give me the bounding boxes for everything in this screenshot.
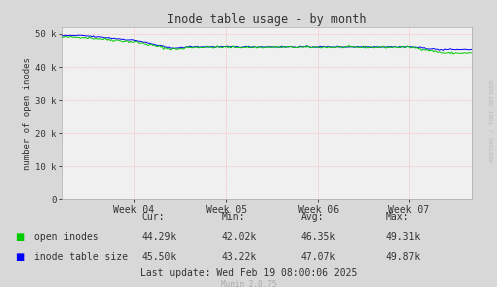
Text: ■: ■ <box>15 252 24 262</box>
Text: RRDTOOL / TOBI OETIKER: RRDTOOL / TOBI OETIKER <box>490 79 495 162</box>
Text: 49.31k: 49.31k <box>385 232 420 242</box>
Title: Inode table usage - by month: Inode table usage - by month <box>167 13 367 26</box>
Text: inode table size: inode table size <box>34 252 128 262</box>
Text: Min:: Min: <box>221 212 245 222</box>
Text: 49.87k: 49.87k <box>385 252 420 262</box>
Text: Last update: Wed Feb 19 08:00:06 2025: Last update: Wed Feb 19 08:00:06 2025 <box>140 268 357 278</box>
Text: Cur:: Cur: <box>142 212 165 222</box>
Text: 42.02k: 42.02k <box>221 232 256 242</box>
Text: 43.22k: 43.22k <box>221 252 256 262</box>
Text: 44.29k: 44.29k <box>142 232 177 242</box>
Text: open inodes: open inodes <box>34 232 98 242</box>
Text: 45.50k: 45.50k <box>142 252 177 262</box>
Text: 47.07k: 47.07k <box>301 252 336 262</box>
Text: ■: ■ <box>15 232 24 242</box>
Text: Avg:: Avg: <box>301 212 324 222</box>
Text: Max:: Max: <box>385 212 409 222</box>
Text: 46.35k: 46.35k <box>301 232 336 242</box>
Y-axis label: number of open inodes: number of open inodes <box>23 57 32 170</box>
Text: Munin 2.0.75: Munin 2.0.75 <box>221 280 276 287</box>
